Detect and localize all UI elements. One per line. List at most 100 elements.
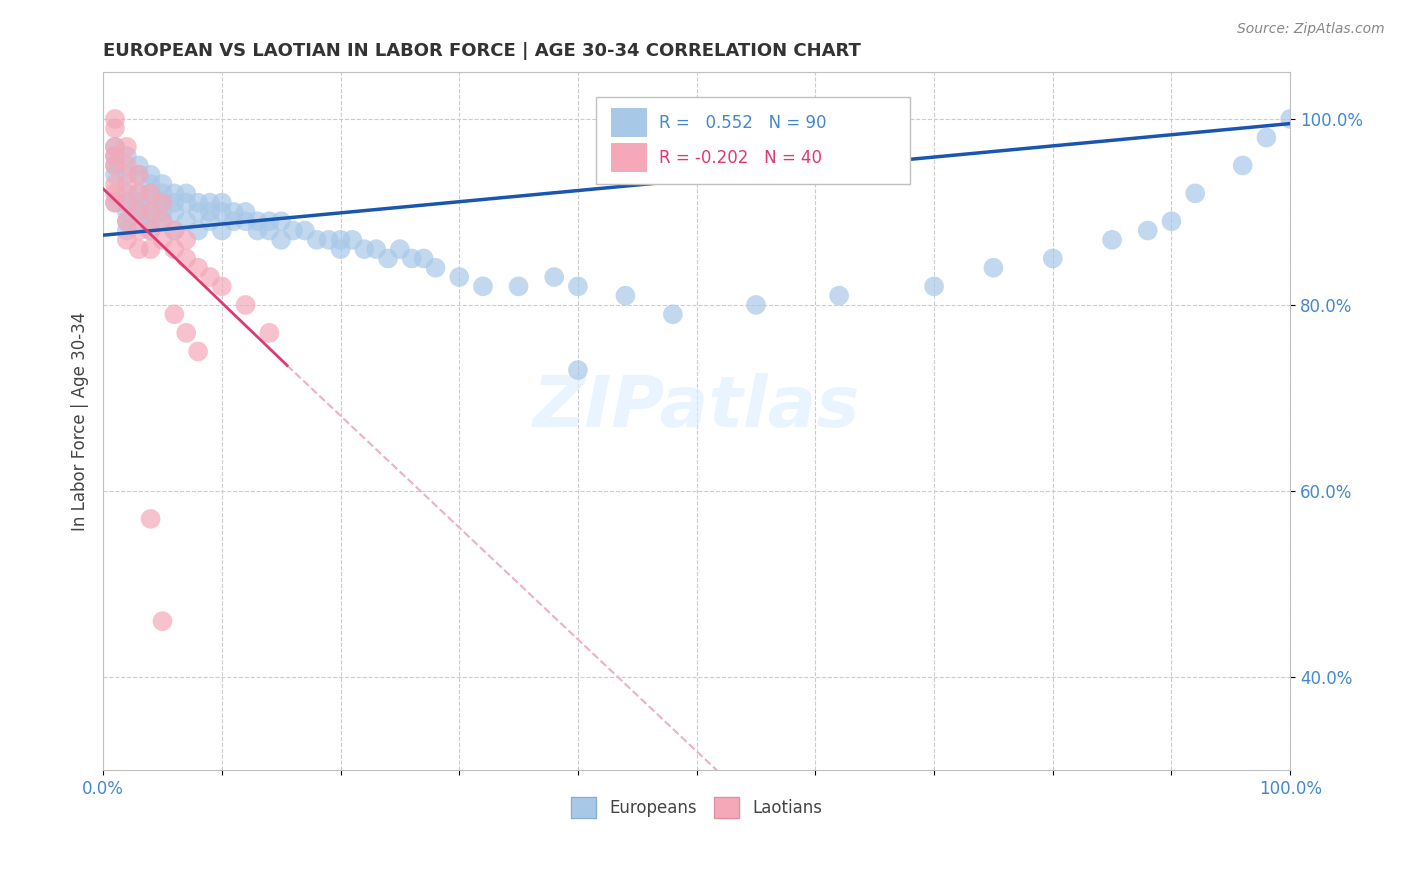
Point: [104, 158, 127, 172]
Point: [152, 214, 174, 228]
Point: [115, 177, 138, 191]
Point: [543, 270, 565, 285]
Point: [425, 260, 447, 275]
Point: [104, 186, 127, 201]
Point: [259, 223, 281, 237]
Point: [614, 288, 637, 302]
Point: [211, 195, 233, 210]
Point: [104, 195, 127, 210]
Point: [1232, 158, 1254, 172]
Point: [115, 195, 138, 210]
Point: [128, 205, 150, 219]
Point: [163, 223, 186, 237]
Point: [104, 158, 127, 172]
Point: [567, 279, 589, 293]
Point: [235, 205, 257, 219]
Point: [342, 233, 364, 247]
Point: [163, 242, 186, 256]
Point: [198, 270, 221, 285]
Point: [128, 242, 150, 256]
Point: [259, 214, 281, 228]
Point: [174, 233, 197, 247]
Y-axis label: In Labor Force | Age 30-34: In Labor Force | Age 30-34: [72, 311, 89, 531]
Point: [104, 149, 127, 163]
Point: [104, 112, 127, 126]
Point: [139, 205, 162, 219]
Point: [128, 186, 150, 201]
Point: [115, 195, 138, 210]
Point: [115, 168, 138, 182]
Point: [329, 233, 352, 247]
Text: R =   0.552   N = 90: R = 0.552 N = 90: [658, 113, 827, 132]
Point: [828, 288, 851, 302]
Point: [115, 186, 138, 201]
Point: [235, 298, 257, 312]
Point: [152, 186, 174, 201]
Point: [104, 149, 127, 163]
Point: [449, 270, 471, 285]
Point: [211, 279, 233, 293]
Point: [115, 214, 138, 228]
Point: [104, 140, 127, 154]
Point: [152, 614, 174, 628]
Point: [1160, 214, 1182, 228]
Point: [104, 195, 127, 210]
Point: [128, 223, 150, 237]
Point: [163, 223, 186, 237]
Text: R = -0.202   N = 40: R = -0.202 N = 40: [658, 149, 821, 167]
Point: [983, 260, 1005, 275]
Point: [1184, 186, 1206, 201]
Point: [139, 168, 162, 182]
Point: [139, 195, 162, 210]
Point: [922, 279, 945, 293]
Point: [152, 233, 174, 247]
Point: [128, 168, 150, 182]
Point: [139, 214, 162, 228]
Point: [174, 186, 197, 201]
Point: [115, 149, 138, 163]
Point: [222, 214, 245, 228]
Point: [104, 168, 127, 182]
Point: [139, 223, 162, 237]
Point: [246, 214, 269, 228]
Text: EUROPEAN VS LAOTIAN IN LABOR FORCE | AGE 30-34 CORRELATION CHART: EUROPEAN VS LAOTIAN IN LABOR FORCE | AGE…: [103, 42, 860, 60]
Point: [128, 195, 150, 210]
Point: [388, 242, 411, 256]
Point: [115, 205, 138, 219]
Point: [139, 177, 162, 191]
Point: [128, 205, 150, 219]
Point: [222, 205, 245, 219]
Point: [139, 223, 162, 237]
Point: [104, 140, 127, 154]
Point: [270, 233, 292, 247]
Point: [401, 252, 423, 266]
Point: [1279, 112, 1302, 126]
Point: [115, 223, 138, 237]
Point: [270, 214, 292, 228]
Point: [472, 279, 495, 293]
Point: [211, 205, 233, 219]
Point: [187, 260, 209, 275]
Point: [198, 214, 221, 228]
Point: [139, 512, 162, 526]
Point: [139, 186, 162, 201]
Point: [187, 223, 209, 237]
Point: [152, 195, 174, 210]
Point: [235, 214, 257, 228]
Point: [128, 158, 150, 172]
Point: [305, 233, 328, 247]
Point: [281, 223, 304, 237]
Point: [329, 242, 352, 256]
Point: [139, 186, 162, 201]
Point: [104, 177, 127, 191]
Point: [294, 223, 316, 237]
Point: [174, 252, 197, 266]
Text: ZIPatlas: ZIPatlas: [533, 373, 860, 442]
Point: [104, 121, 127, 136]
Point: [174, 326, 197, 340]
Point: [211, 223, 233, 237]
Point: [163, 195, 186, 210]
Point: [152, 177, 174, 191]
Point: [508, 279, 530, 293]
Point: [174, 195, 197, 210]
